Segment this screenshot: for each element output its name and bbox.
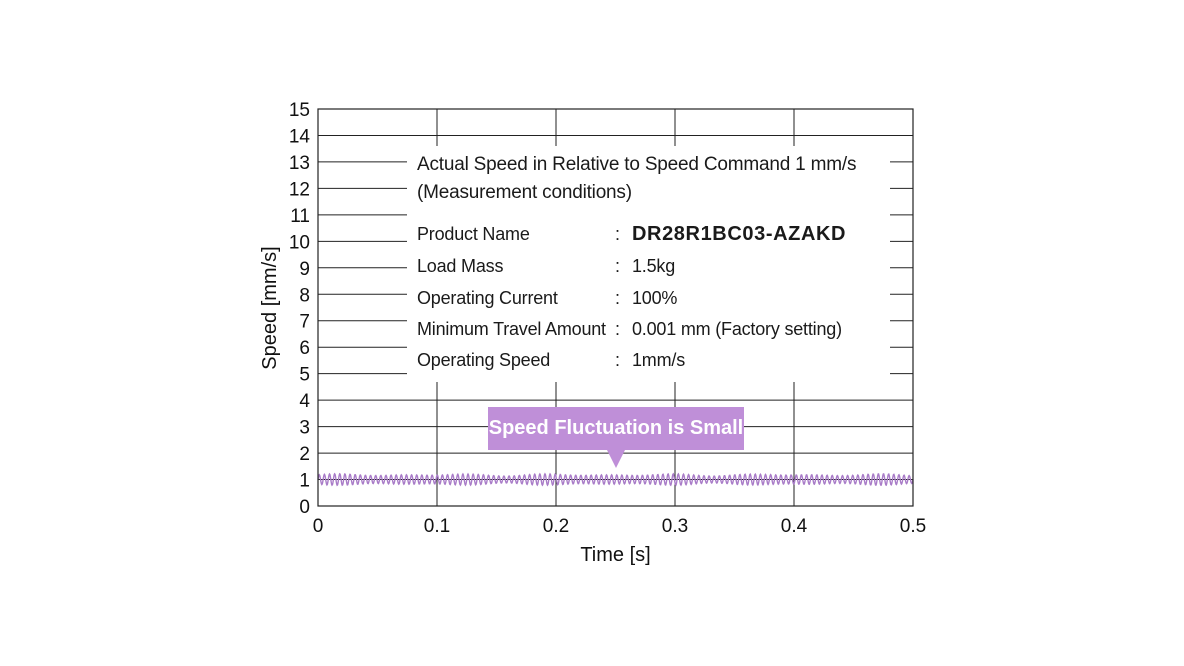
callout-pointer [607,450,625,468]
y-tick-label: 11 [290,206,310,227]
speed-series-line [317,472,914,487]
y-tick-label: 5 [299,365,310,386]
y-tick-label: 13 [289,153,310,174]
y-tick-label: 4 [299,391,310,412]
x-tick-label: 0.1 [424,516,450,537]
x-axis-title: Time [s] [580,544,650,566]
y-tick-label: 1 [299,471,310,492]
info-value: DR28R1BC03-AZAKD [632,223,847,245]
info-colon: : [615,256,620,276]
y-tick-label: 3 [299,418,310,439]
x-tick-label: 0.4 [781,516,808,537]
y-tick-label: 9 [299,259,310,280]
plot-frame [317,108,914,507]
info-value: 0.001 mm (Factory setting) [632,319,842,339]
x-tick-label: 0.5 [900,516,926,537]
y-tick-label: 0 [299,497,310,518]
info-label: Load Mass [417,256,504,276]
speed-fluctuation-callout: Speed Fluctuation is Small [488,407,744,450]
info-value: 1mm/s [632,350,686,370]
y-tick-label: 8 [299,285,310,306]
y-tick-label: 2 [299,444,310,465]
info-colon: : [615,224,620,244]
y-tick-label: 12 [289,179,310,200]
info-label: Operating Current [417,288,558,308]
y-tick-label: 7 [299,312,310,333]
x-tick-label: 0.2 [543,516,569,537]
info-label: Minimum Travel Amount [417,319,606,339]
info-colon: : [615,350,620,370]
x-tick-label: 0.3 [662,516,688,537]
info-colon: : [615,319,620,339]
y-axis-title: Speed [mm/s] [259,246,281,369]
y-tick-label: 6 [299,338,310,359]
chart-title: Actual Speed in Relative to Speed Comman… [417,154,857,175]
info-value: 100% [632,288,678,308]
info-label: Product Name [417,224,530,244]
measurement-conditions-heading: (Measurement conditions) [417,182,632,203]
measurement-conditions-box: Actual Speed in Relative to Speed Comman… [407,146,890,382]
y-tick-label: 14 [289,126,311,147]
info-colon: : [615,288,620,308]
info-value: 1.5kg [632,256,676,276]
x-axis-ticks: 0 0.1 0.2 0.3 0.4 0.5 [313,516,927,537]
info-label: Operating Speed [417,350,551,370]
y-tick-label: 10 [289,232,310,253]
x-tick-label: 0 [313,516,324,537]
y-tick-label: 15 [289,100,310,121]
